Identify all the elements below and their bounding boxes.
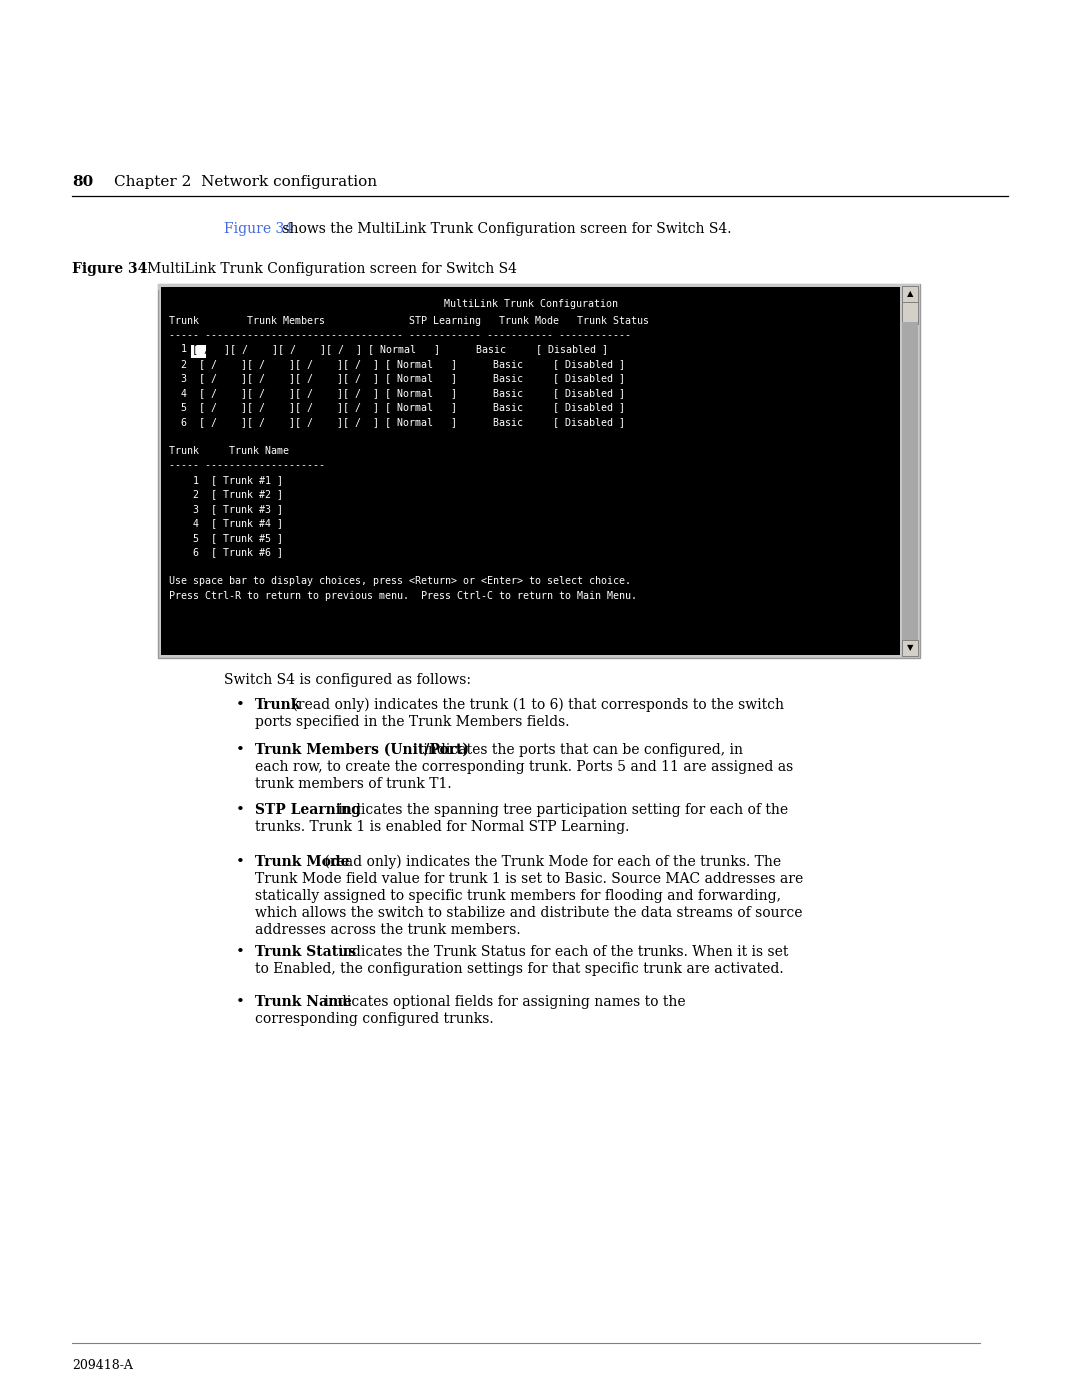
Text: •: • [237,995,245,1009]
Text: Trunk     Trunk Name: Trunk Trunk Name [168,446,289,455]
Text: (read only) indicates the Trunk Mode for each of the trunks. The: (read only) indicates the Trunk Mode for… [321,855,782,869]
Text: Press Ctrl-R to return to previous menu.  Press Ctrl-C to return to Main Menu.: Press Ctrl-R to return to previous menu.… [168,591,637,601]
Text: 209418-A: 209418-A [72,1359,133,1372]
Text: ▲: ▲ [907,289,914,299]
Text: STP Learning: STP Learning [255,803,361,817]
Text: ▼: ▼ [907,644,914,652]
Text: Figure 34: Figure 34 [224,222,293,236]
Text: trunks. Trunk 1 is enabled for Normal STP Learning.: trunks. Trunk 1 is enabled for Normal ST… [255,820,630,834]
Text: indicates the ports that can be configured, in: indicates the ports that can be configur… [419,743,743,757]
Text: ][ /    ][ /    ][ /  ] [ Normal   ]      Basic     [ Disabled ]: ][ / ][ / ][ / ] [ Normal ] Basic [ Disa… [205,345,608,355]
Text: 3  [ Trunk #3 ]: 3 [ Trunk #3 ] [168,504,283,514]
Text: ----- --------------------: ----- -------------------- [168,461,325,471]
Text: Trunk Mode: Trunk Mode [255,855,350,869]
Text: indicates the spanning tree participation setting for each of the: indicates the spanning tree participatio… [334,803,787,817]
Text: Trunk: Trunk [255,698,301,712]
Bar [902,321,918,640]
Text: 4  [ /    ][ /    ][ /    ][ /  ] [ Normal   ]      Basic     [ Disabled ]: 4 [ / ][ / ][ / ][ / ] [ Normal ] Basic … [168,388,625,398]
Bar [902,640,918,657]
Text: statically assigned to specific trunk members for flooding and forwarding,: statically assigned to specific trunk me… [255,888,781,902]
Text: 1: 1 [168,345,199,355]
Text: trunk members of trunk T1.: trunk members of trunk T1. [255,777,451,791]
Text: Trunk Name: Trunk Name [255,995,352,1009]
Bar [158,284,920,291]
Text: 6  [ Trunk #6 ]: 6 [ Trunk #6 ] [168,548,283,557]
Text: Trunk Members (Unit/Port): Trunk Members (Unit/Port) [255,743,469,757]
Text: [ /: [ / [191,345,210,355]
Text: indicates the Trunk Status for each of the trunks. When it is set: indicates the Trunk Status for each of t… [334,944,788,958]
Text: Figure 34: Figure 34 [72,263,147,277]
Text: •: • [237,944,245,958]
Text: 6  [ /    ][ /    ][ /    ][ /  ] [ Normal   ]      Basic     [ Disabled ]: 6 [ / ][ / ][ / ][ / ] [ Normal ] Basic … [168,416,625,427]
Text: 2  [ Trunk #2 ]: 2 [ Trunk #2 ] [168,489,283,500]
Text: 1  [ Trunk #1 ]: 1 [ Trunk #1 ] [168,475,283,485]
Text: corresponding configured trunks.: corresponding configured trunks. [255,1011,494,1025]
Text: Chapter 2  Network configuration: Chapter 2 Network configuration [114,175,377,189]
Text: •: • [237,803,245,817]
Text: ----- --------------------------------- ------------ ----------- ------------: ----- --------------------------------- … [168,330,631,339]
Text: shows the MultiLink Trunk Configuration screen for Switch S4.: shows the MultiLink Trunk Configuration … [278,222,731,236]
Bar [161,286,900,655]
Text: each row, to create the corresponding trunk. Ports 5 and 11 are assigned as: each row, to create the corresponding tr… [255,760,793,774]
Text: (read only) indicates the trunk (1 to 6) that corresponds to the switch: (read only) indicates the trunk (1 to 6)… [287,698,784,712]
Bar [158,284,920,658]
Text: MultiLink Trunk Configuration screen for Switch S4: MultiLink Trunk Configuration screen for… [134,263,517,277]
Bar [191,345,205,358]
Text: 5  [ Trunk #5 ]: 5 [ Trunk #5 ] [168,534,283,543]
Text: ports specified in the Trunk Members fields.: ports specified in the Trunk Members fie… [255,715,569,729]
Text: MultiLink Trunk Configuration: MultiLink Trunk Configuration [444,299,618,309]
Text: Trunk Mode field value for trunk 1 is set to Basic. Source MAC addresses are: Trunk Mode field value for trunk 1 is se… [255,872,804,886]
Text: Trunk Status: Trunk Status [255,944,356,958]
Text: to Enabled, the configuration settings for that specific trunk are activated.: to Enabled, the configuration settings f… [255,963,784,977]
Text: •: • [237,855,245,869]
Text: 3  [ /    ][ /    ][ /    ][ /  ] [ Normal   ]      Basic     [ Disabled ]: 3 [ / ][ / ][ / ][ / ] [ Normal ] Basic … [168,373,625,384]
Text: •: • [237,743,245,757]
Text: 80: 80 [72,175,93,189]
Text: Switch S4 is configured as follows:: Switch S4 is configured as follows: [224,673,471,687]
Text: Use space bar to display choices, press <Return> or <Enter> to select choice.: Use space bar to display choices, press … [168,577,631,587]
Text: 2  [ /    ][ /    ][ /    ][ /  ] [ Normal   ]      Basic     [ Disabled ]: 2 [ / ][ / ][ / ][ / ] [ Normal ] Basic … [168,359,625,369]
Bar [902,286,918,302]
Text: 5  [ /    ][ /    ][ /    ][ /  ] [ Normal   ]      Basic     [ Disabled ]: 5 [ / ][ / ][ / ][ / ] [ Normal ] Basic … [168,402,625,412]
Bar [902,302,918,324]
Text: which allows the switch to stabilize and distribute the data streams of source: which allows the switch to stabilize and… [255,907,802,921]
Text: addresses across the trunk members.: addresses across the trunk members. [255,923,521,937]
Text: 4  [ Trunk #4 ]: 4 [ Trunk #4 ] [168,518,283,528]
Text: •: • [237,698,245,712]
Text: Trunk        Trunk Members              STP Learning   Trunk Mode   Trunk Status: Trunk Trunk Members STP Learning Trunk M… [168,316,649,326]
Text: indicates optional fields for assigning names to the: indicates optional fields for assigning … [321,995,686,1009]
